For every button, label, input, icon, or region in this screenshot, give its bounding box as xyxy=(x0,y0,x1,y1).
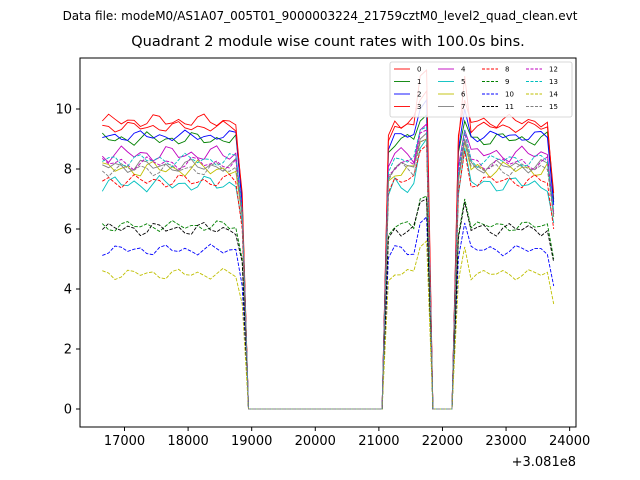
y-tick-label: 10 xyxy=(55,103,72,118)
x-offset-label: +3.081e8 xyxy=(512,455,576,470)
series-line-2 xyxy=(102,98,555,410)
legend-label-2: 2 xyxy=(417,91,421,99)
series-layer xyxy=(101,68,555,410)
series-line-15 xyxy=(102,138,555,410)
legend-label-12: 12 xyxy=(549,66,558,74)
legend-label-13: 13 xyxy=(549,78,558,86)
series-line-13 xyxy=(102,126,555,410)
legend-label-11: 11 xyxy=(505,103,514,111)
y-tick-label: 0 xyxy=(64,403,72,418)
series-line-9 xyxy=(101,195,555,410)
x-tick-label: 22000 xyxy=(422,434,463,449)
x-axis: 17000 18000 19000 20000 21000 22000 23000 24000 xyxy=(104,427,590,449)
legend-label-1: 1 xyxy=(417,78,421,86)
y-tick-label: 2 xyxy=(64,343,72,358)
series-line-7 xyxy=(102,131,555,410)
x-tick-label: 21000 xyxy=(358,434,399,449)
legend-box xyxy=(389,61,573,118)
plot-frame xyxy=(79,57,577,428)
legend-label-3: 3 xyxy=(417,103,421,111)
x-tick-label: 24000 xyxy=(549,434,590,449)
series-line-10 xyxy=(102,215,555,410)
y-tick-label: 8 xyxy=(64,163,72,178)
legend-label-8: 8 xyxy=(505,66,509,74)
series-line-12 xyxy=(102,129,555,410)
series-line-3 xyxy=(102,68,555,410)
legend-label-5: 5 xyxy=(461,78,465,86)
legend-label-14: 14 xyxy=(549,91,558,99)
suptitle: Data file: modeM0/AS1A07_005T01_90000032… xyxy=(62,9,578,23)
series-line-14 xyxy=(102,239,555,410)
series-line-4 xyxy=(101,122,555,410)
y-tick-label: 4 xyxy=(64,283,72,298)
legend-label-4: 4 xyxy=(461,66,466,74)
y-axis: 0 2 4 6 8 10 xyxy=(55,103,80,418)
x-tick-label: 20000 xyxy=(295,434,336,449)
legend-label-15: 15 xyxy=(549,103,558,111)
legend-label-10: 10 xyxy=(505,91,514,99)
legend-label-7: 7 xyxy=(461,103,465,111)
series-line-11 xyxy=(101,198,555,410)
series-line-8 xyxy=(102,143,555,410)
legend-label-0: 0 xyxy=(417,66,421,74)
x-tick-label: 18000 xyxy=(167,434,208,449)
x-tick-label: 17000 xyxy=(104,434,145,449)
legend-label-9: 9 xyxy=(505,78,509,86)
y-tick-label: 6 xyxy=(64,223,72,238)
x-tick-label: 23000 xyxy=(485,434,526,449)
chart-title: Quadrant 2 module wise count rates with … xyxy=(131,34,525,50)
x-tick-label: 19000 xyxy=(231,434,272,449)
legend-label-6: 6 xyxy=(461,91,466,99)
series-line-1 xyxy=(101,113,555,410)
